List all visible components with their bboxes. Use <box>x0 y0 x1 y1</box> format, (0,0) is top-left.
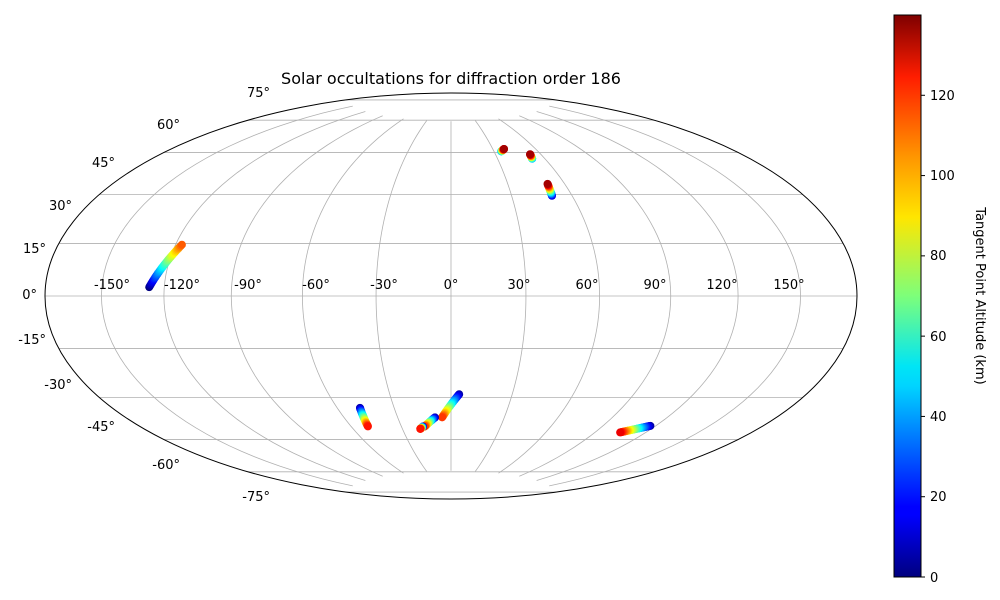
meridian-gridline <box>375 120 427 472</box>
colorbar <box>893 14 922 578</box>
x-tick-label: 150° <box>773 278 804 293</box>
grid <box>45 99 857 493</box>
x-tick-label: -120° <box>164 278 200 293</box>
colorbar-ticks <box>921 94 925 578</box>
data-points <box>145 144 655 437</box>
data-point <box>363 422 372 431</box>
data-point <box>177 240 186 249</box>
y-tick-label: -45° <box>87 420 115 435</box>
x-tick-label: 0° <box>444 278 459 293</box>
colorbar-tick-label: 100 <box>930 169 955 184</box>
meridian-gridline <box>536 111 739 481</box>
y-tick-label: 15° <box>23 242 46 257</box>
meridian-gridline <box>230 115 383 477</box>
colorbar-tick-label: 80 <box>930 249 947 264</box>
data-point <box>416 424 425 433</box>
chart-title: Solar occultations for diffraction order… <box>281 69 621 88</box>
x-tick-label: -90° <box>234 278 262 293</box>
colorbar-tick-label: 0 <box>930 571 938 586</box>
x-tick-label: -30° <box>370 278 398 293</box>
colorbar-tick-label: 20 <box>930 490 947 505</box>
data-point <box>526 150 535 159</box>
data-point <box>500 144 509 153</box>
data-point <box>438 413 447 422</box>
y-tick-label: 60° <box>157 118 180 133</box>
x-tick-label: -150° <box>94 278 130 293</box>
meridian-gridline <box>549 105 801 487</box>
x-tick-label: 30° <box>507 278 530 293</box>
y-tick-label: -75° <box>242 490 270 505</box>
meridian-gridline <box>519 115 672 477</box>
meridian-gridline <box>475 120 527 472</box>
y-tick-label: 30° <box>49 199 72 214</box>
y-tick-label: -30° <box>44 378 72 393</box>
x-tick-label: -60° <box>302 278 330 293</box>
data-point <box>543 179 552 188</box>
y-tick-label: -15° <box>18 333 46 348</box>
colorbar-tick-label: 40 <box>930 410 947 425</box>
x-tick-label: 60° <box>575 278 598 293</box>
x-tick-labels: -150° -120° -90° -60° -30° 0° 30° 60° 90… <box>94 278 805 293</box>
x-tick-label: 90° <box>643 278 666 293</box>
colorbar-tick-labels: 0 20 40 60 80 100 120 <box>930 89 955 586</box>
map-boundary <box>44 92 858 500</box>
meridian-gridline <box>163 111 366 481</box>
colorbar-tick-label: 60 <box>930 330 947 345</box>
y-tick-label: 45° <box>92 156 115 171</box>
meridian-gridline <box>301 118 404 474</box>
meridian-gridline <box>498 118 601 474</box>
x-tick-label: 120° <box>706 278 737 293</box>
y-tick-label: -60° <box>152 458 180 473</box>
colorbar-label: Tangent Point Altitude (km) <box>972 206 987 384</box>
data-point <box>616 428 625 437</box>
y-tick-label: 75° <box>247 86 270 101</box>
colorbar-tick-label: 120 <box>930 89 955 104</box>
y-tick-label: 0° <box>22 288 37 303</box>
meridian-gridline <box>101 105 353 487</box>
y-tick-labels: -75° -60° -45° -30° -15° 0° 15° 30° 45° … <box>18 86 270 505</box>
